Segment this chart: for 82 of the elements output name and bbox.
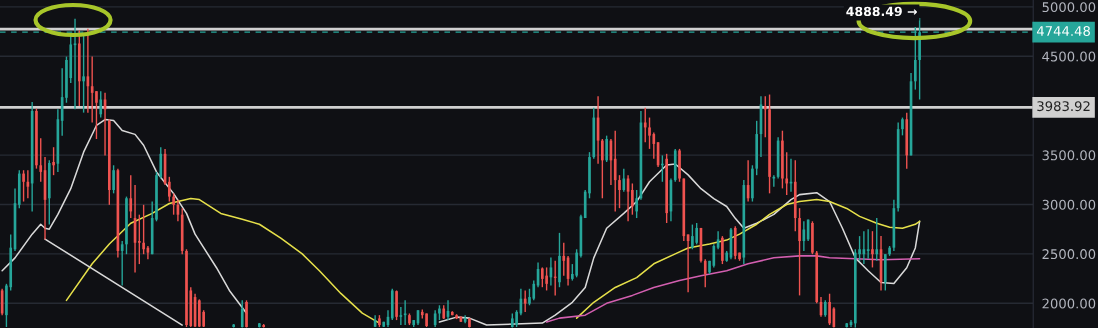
candlestick — [562, 242, 566, 277]
candlestick — [613, 130, 617, 213]
candlestick — [665, 153, 668, 224]
candlestick — [635, 189, 638, 219]
candlestick — [763, 95, 767, 139]
candlestick — [781, 130, 784, 190]
candlestick — [622, 167, 626, 193]
candlestick — [545, 266, 548, 292]
candlestick — [798, 207, 801, 297]
candlestick — [828, 293, 831, 326]
candlestick — [142, 204, 145, 255]
candlestick — [695, 222, 698, 246]
candlestick — [168, 176, 171, 203]
y-tick-label: 3500.00 — [1042, 150, 1096, 161]
y-tick-label: 4500.00 — [1042, 51, 1096, 62]
candlestick — [22, 169, 25, 203]
candlestick — [721, 235, 724, 265]
candlestick — [455, 313, 458, 320]
candlestick — [425, 312, 428, 328]
candlestick — [90, 55, 94, 124]
candlestick — [262, 323, 265, 328]
candlestick — [875, 217, 879, 262]
candlestick — [901, 116, 904, 137]
y-tick-label: 3000.00 — [1042, 199, 1096, 210]
candlestick — [605, 134, 608, 163]
candlestick — [438, 304, 441, 321]
candlestick — [691, 223, 694, 250]
candlestick — [408, 312, 411, 326]
candlestick — [258, 322, 261, 328]
candlestick — [73, 18, 77, 111]
candlestick — [648, 116, 651, 150]
annotation: 4888.49 → — [846, 6, 917, 17]
candlestick — [395, 289, 398, 321]
y-tick-label: 2500.00 — [1042, 249, 1096, 260]
candlestick — [95, 90, 98, 140]
line-series — [545, 255, 921, 323]
candlestick — [871, 230, 874, 269]
candlestick — [532, 279, 536, 302]
candlestick — [575, 248, 578, 279]
ref-line-label: 3983.92 — [1037, 101, 1090, 112]
candlestick — [138, 213, 141, 265]
candlestick — [468, 317, 471, 328]
candlestick — [378, 314, 381, 328]
candlestick — [558, 232, 561, 288]
candlestick — [631, 182, 634, 216]
candlestick — [172, 192, 175, 216]
candlestick — [811, 220, 814, 255]
candlestick — [515, 309, 518, 328]
candlestick — [125, 195, 128, 255]
candlestick — [618, 174, 621, 209]
candlestick — [112, 164, 115, 195]
candlestick — [99, 90, 103, 119]
candlestick — [768, 93, 771, 195]
candlestick — [601, 138, 604, 199]
candlestick — [866, 228, 870, 260]
candlestick — [399, 306, 403, 326]
candlestick — [245, 299, 248, 328]
candlestick — [541, 266, 544, 288]
candlestick — [120, 240, 124, 287]
ref-line-label: 4744.48 — [1036, 26, 1090, 36]
candlestick — [129, 174, 133, 219]
candlestick — [198, 298, 201, 328]
candlestick — [785, 151, 789, 196]
candlestick — [39, 137, 43, 183]
candlestick — [678, 148, 681, 183]
candlestick — [888, 245, 891, 257]
candlestick — [403, 299, 407, 326]
candlestick — [652, 131, 656, 160]
candlestick — [52, 146, 55, 176]
candlestick — [751, 164, 754, 203]
y-tick-label: 2000.00 — [1042, 298, 1096, 309]
candlestick — [185, 248, 188, 328]
candlestick — [528, 288, 531, 306]
y-tick-label: 5000.00 — [1042, 2, 1096, 13]
candlestick — [643, 106, 647, 143]
candlestick — [553, 260, 557, 297]
candlestick — [712, 243, 716, 269]
candlestick — [772, 174, 776, 188]
candlestick — [240, 299, 244, 328]
candlestick — [703, 258, 707, 288]
candlestick — [35, 107, 38, 170]
candlestick — [523, 289, 527, 313]
